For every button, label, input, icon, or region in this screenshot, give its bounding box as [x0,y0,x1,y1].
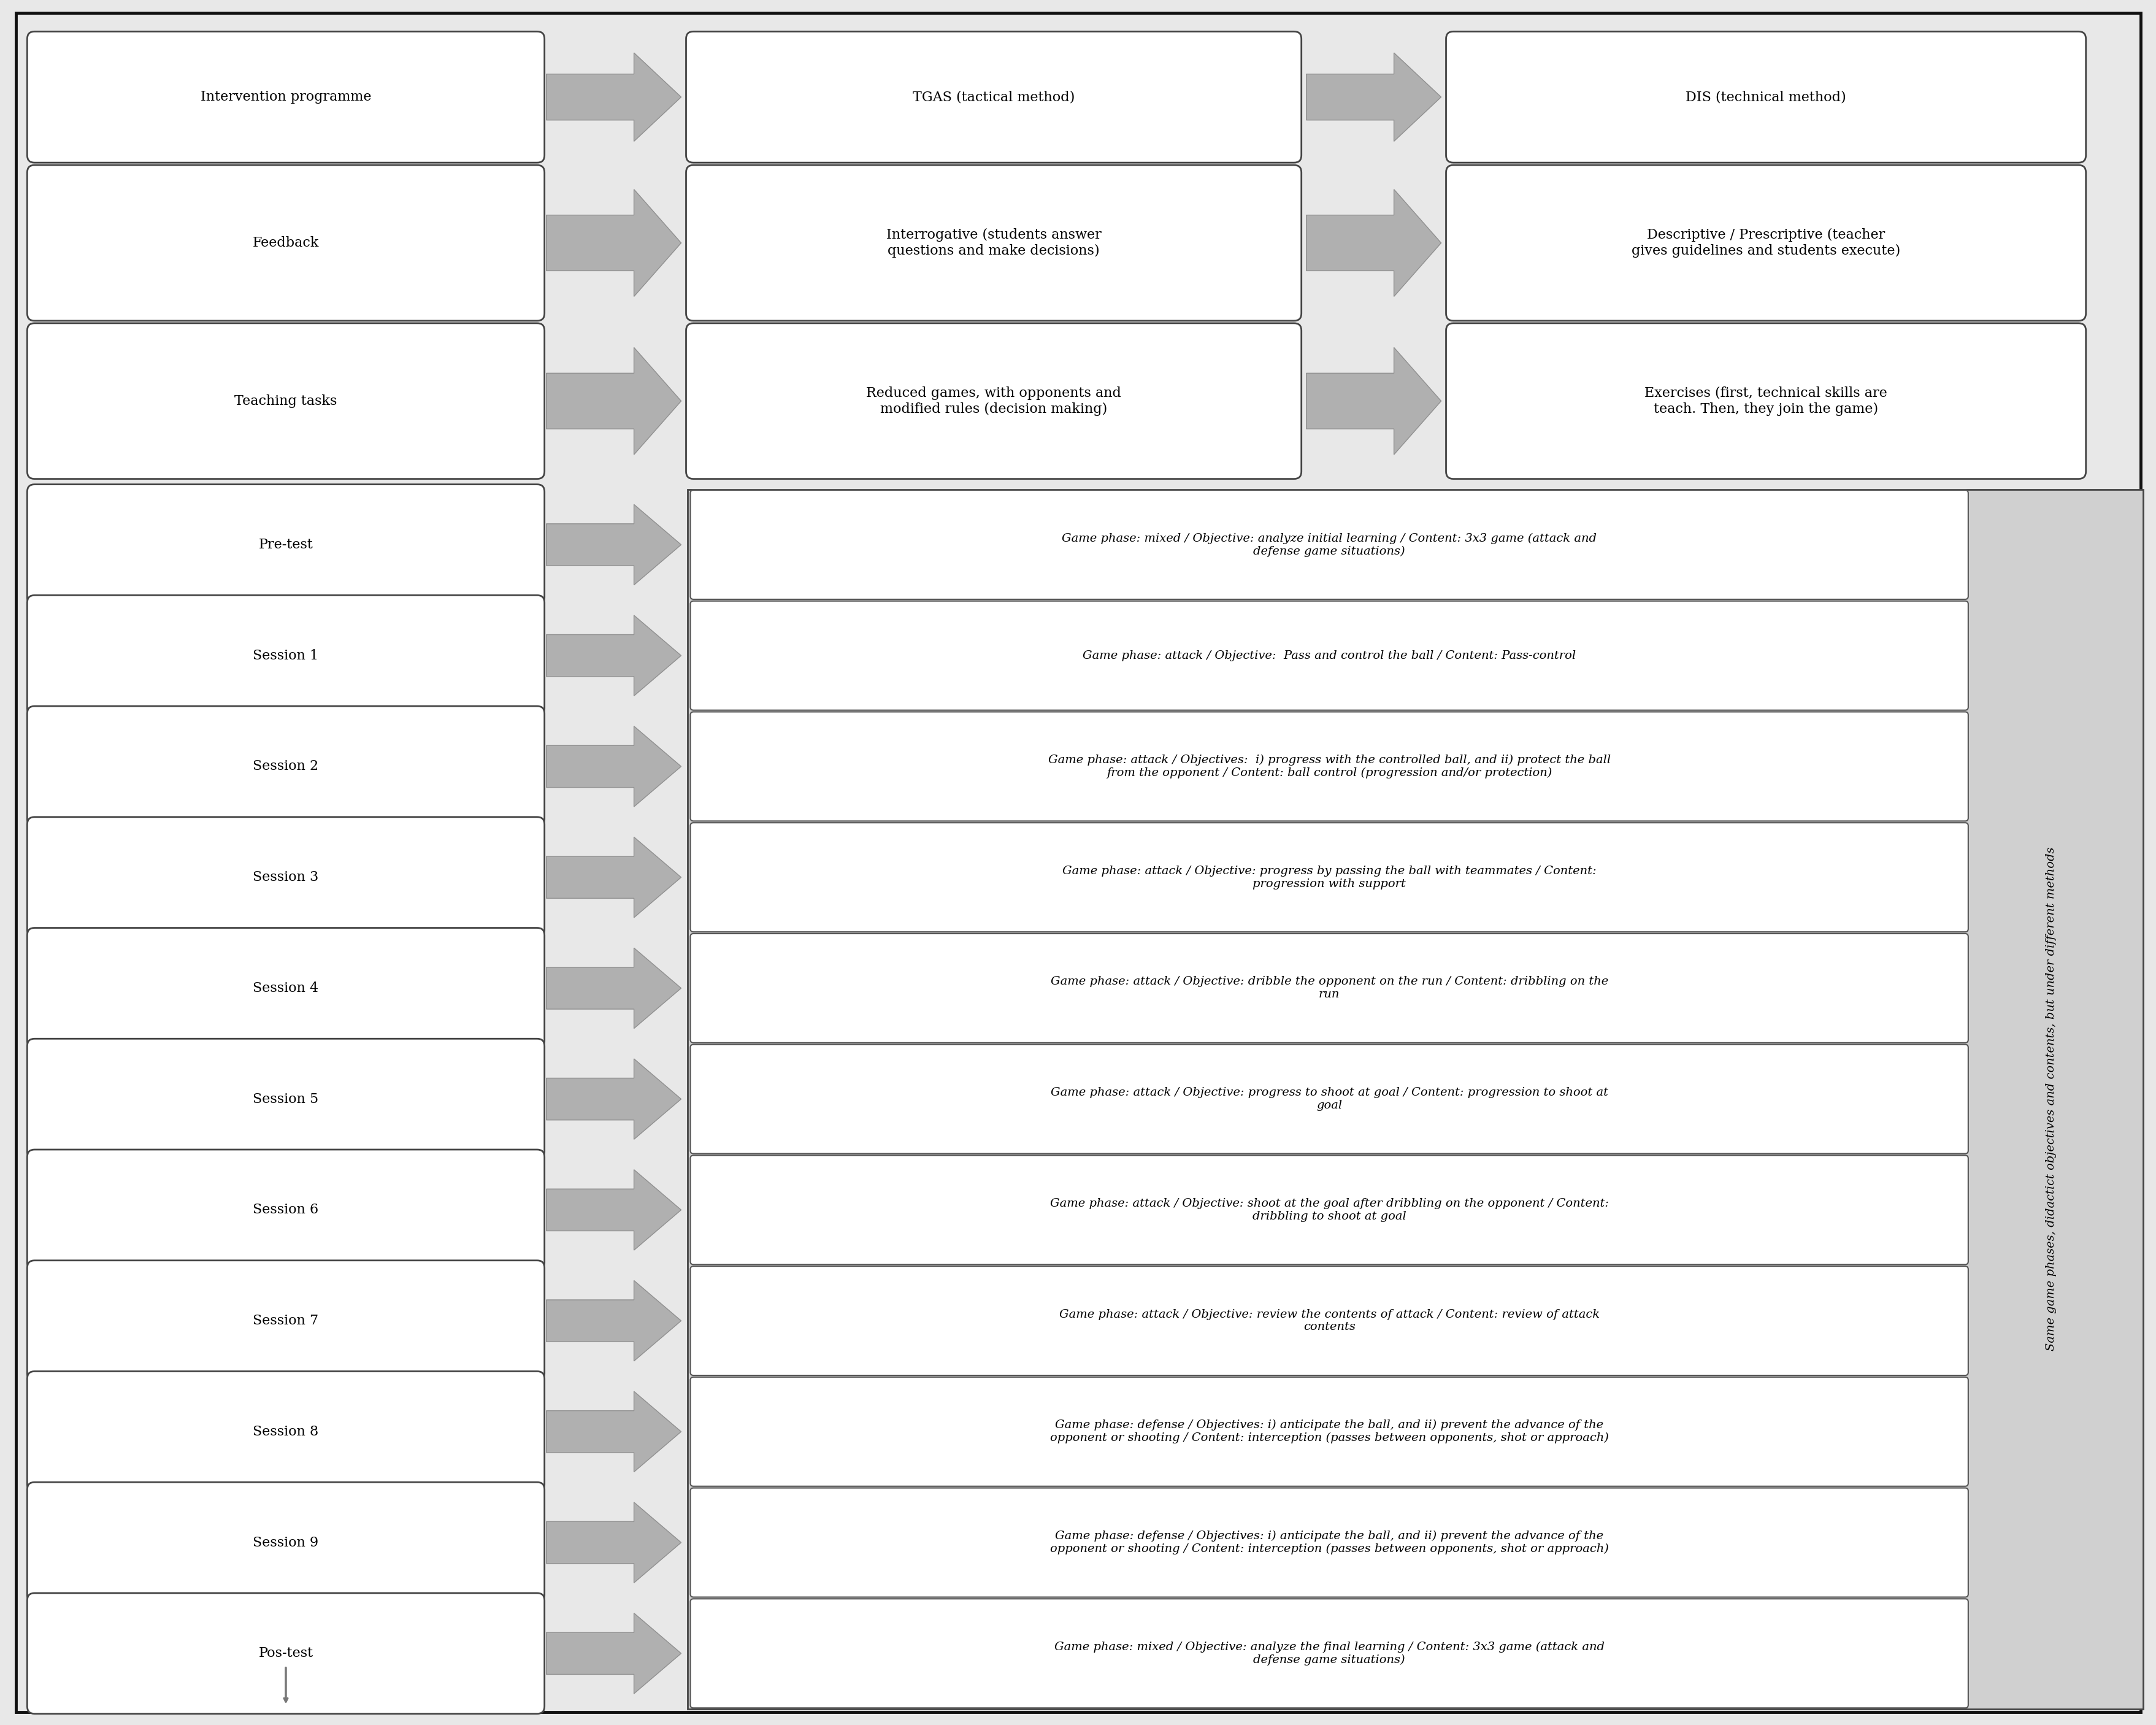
FancyBboxPatch shape [690,1599,1968,1708]
Polygon shape [545,837,681,918]
FancyBboxPatch shape [688,490,2143,1709]
Polygon shape [545,616,681,695]
Text: Pos-test: Pos-test [259,1647,313,1659]
Text: Interrogative (students answer
questions and make decisions): Interrogative (students answer questions… [886,228,1102,257]
Text: Game phase: attack / Objective: progress to shoot at goal / Content: progression: Game phase: attack / Objective: progress… [1050,1087,1608,1111]
Text: Game phase: mixed / Objective: analyze initial learning / Content: 3x3 game (att: Game phase: mixed / Objective: analyze i… [1061,533,1595,557]
Text: Exercises (first, technical skills are
teach. Then, they join the game): Exercises (first, technical skills are t… [1645,386,1886,416]
FancyBboxPatch shape [690,1044,1968,1154]
FancyBboxPatch shape [690,712,1968,821]
Text: Session 5: Session 5 [252,1092,319,1106]
FancyBboxPatch shape [15,14,2141,1711]
FancyBboxPatch shape [690,490,1968,599]
Text: Game phase: mixed / Objective: analyze the final learning / Content: 3x3 game (a: Game phase: mixed / Objective: analyze t… [1054,1640,1604,1665]
Polygon shape [1307,53,1440,141]
FancyBboxPatch shape [686,166,1300,321]
FancyBboxPatch shape [28,706,543,826]
FancyBboxPatch shape [28,1038,543,1159]
Text: Feedback: Feedback [252,236,319,250]
FancyBboxPatch shape [28,1594,543,1713]
FancyBboxPatch shape [690,823,1968,932]
Text: Game phase: defense / Objectives: i) anticipate the ball, and ii) prevent the ad: Game phase: defense / Objectives: i) ant… [1050,1530,1608,1554]
Polygon shape [545,1280,681,1361]
Text: Reduced games, with opponents and
modified rules (decision making): Reduced games, with opponents and modifi… [867,386,1121,416]
FancyBboxPatch shape [690,1156,1968,1264]
FancyBboxPatch shape [28,1482,543,1603]
Text: DIS (technical method): DIS (technical method) [1686,90,1846,104]
Polygon shape [545,190,681,297]
Text: Game phase: attack / Objective: review the contents of attack / Content: review : Game phase: attack / Objective: review t… [1059,1309,1600,1333]
FancyBboxPatch shape [686,323,1300,480]
Polygon shape [545,53,681,141]
FancyBboxPatch shape [28,928,543,1049]
Text: Session 1: Session 1 [252,649,319,662]
FancyBboxPatch shape [690,600,1968,711]
Text: Game phase: attack / Objective: progress by passing the ball with teammates / Co: Game phase: attack / Objective: progress… [1063,866,1595,888]
Text: TGAS (tactical method): TGAS (tactical method) [912,90,1074,104]
FancyBboxPatch shape [28,1371,543,1492]
FancyBboxPatch shape [1447,166,2085,321]
Polygon shape [1307,190,1440,297]
Polygon shape [545,1613,681,1694]
Polygon shape [545,504,681,585]
FancyBboxPatch shape [690,1377,1968,1487]
Text: Session 8: Session 8 [252,1425,319,1439]
FancyBboxPatch shape [690,1266,1968,1375]
FancyBboxPatch shape [1447,323,2085,480]
Polygon shape [545,1392,681,1471]
Text: Session 7: Session 7 [252,1314,319,1328]
Text: Game phase: attack / Objective: shoot at the goal after dribbling on the opponen: Game phase: attack / Objective: shoot at… [1050,1199,1608,1221]
Text: Session 6: Session 6 [252,1202,319,1216]
FancyBboxPatch shape [28,818,543,938]
Polygon shape [545,726,681,807]
FancyBboxPatch shape [1447,31,2085,162]
Polygon shape [545,347,681,455]
Polygon shape [545,949,681,1028]
FancyBboxPatch shape [28,485,543,605]
FancyBboxPatch shape [690,1489,1968,1597]
Text: Teaching tasks: Teaching tasks [235,395,336,407]
Text: Session 9: Session 9 [252,1535,319,1549]
FancyBboxPatch shape [28,166,543,321]
Text: Same game phases, didactict objectives and contents, but under different methods: Same game phases, didactict objectives a… [2044,847,2057,1351]
Text: Game phase: attack / Objective:  Pass and control the ball / Content: Pass-contr: Game phase: attack / Objective: Pass and… [1082,650,1576,661]
FancyBboxPatch shape [690,933,1968,1044]
Text: Game phase: attack / Objective: dribble the opponent on the run / Content: dribb: Game phase: attack / Objective: dribble … [1050,976,1608,1000]
FancyBboxPatch shape [28,1261,543,1382]
Text: Game phase: attack / Objectives:  i) progress with the controlled ball, and ii) : Game phase: attack / Objectives: i) prog… [1048,754,1611,778]
Text: Session 2: Session 2 [252,759,319,773]
FancyBboxPatch shape [28,31,543,162]
Polygon shape [545,1502,681,1584]
Polygon shape [545,1059,681,1138]
Text: Intervention programme: Intervention programme [201,90,371,104]
Polygon shape [545,1170,681,1251]
Polygon shape [1307,347,1440,455]
FancyBboxPatch shape [28,595,543,716]
FancyBboxPatch shape [28,1149,543,1270]
Text: Session 3: Session 3 [252,871,319,885]
FancyBboxPatch shape [686,31,1300,162]
Text: Descriptive / Prescriptive (teacher
gives guidelines and students execute): Descriptive / Prescriptive (teacher give… [1632,228,1899,257]
Text: Pre-test: Pre-test [259,538,313,552]
FancyBboxPatch shape [28,323,543,480]
Text: Game phase: defense / Objectives: i) anticipate the ball, and ii) prevent the ad: Game phase: defense / Objectives: i) ant… [1050,1420,1608,1444]
Text: Session 4: Session 4 [252,982,319,995]
